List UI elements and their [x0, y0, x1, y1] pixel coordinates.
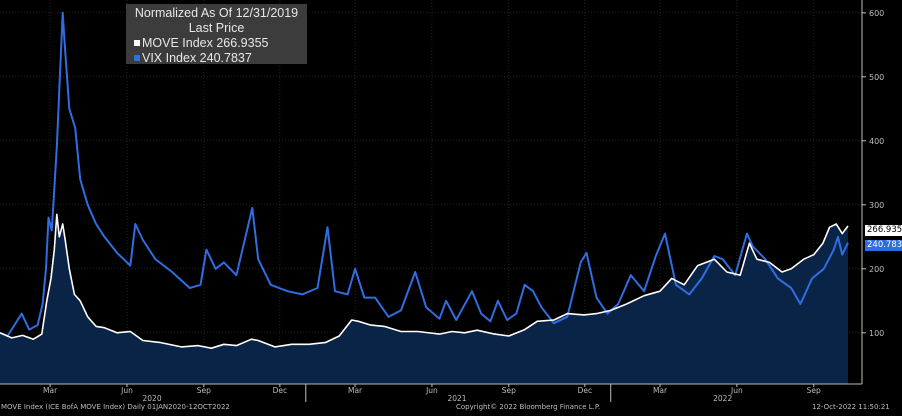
legend-title: Normalized As Of 12/31/2019	[134, 6, 299, 20]
year-label-2021: 2021	[447, 394, 466, 403]
footer-copyright: Copyright© 2022 Bloomberg Finance L.P.	[456, 403, 601, 411]
y-tick-label-200: 200	[869, 265, 884, 274]
x-tick-label-10: Sep	[807, 386, 821, 395]
move-area	[0, 214, 848, 384]
y-tick-label-400: 400	[869, 137, 884, 146]
y-tick-label-500: 500	[869, 73, 884, 82]
move-swatch	[134, 40, 140, 46]
x-tick-label-0: Mar	[43, 386, 58, 395]
legend-vix-label: VIX Index 240.7837	[142, 51, 252, 65]
footer-timestamp: 12-Oct-2022 11:50:21	[812, 403, 890, 411]
x-tick-label-1: Jun	[120, 386, 133, 395]
y-tick-label-100: 100	[869, 329, 884, 338]
move-last-value-tag: 266.9355	[865, 225, 902, 236]
vix-series-line	[0, 11, 849, 337]
move-series-line	[0, 213, 849, 349]
x-tick-label-2: Sep	[197, 386, 211, 395]
vix-last-value-tag: 240.7837	[865, 240, 902, 251]
legend-vix-entry: VIX Index 240.7837	[126, 51, 307, 66]
vix-swatch	[134, 55, 140, 61]
legend-move-label: MOVE Index 266.9355	[142, 36, 269, 50]
chart-legend: Normalized As Of 12/31/2019 Last Price M…	[126, 4, 307, 66]
legend-move-entry: MOVE Index 266.9355	[126, 36, 307, 51]
year-label-2022: 2022	[713, 394, 732, 403]
x-tick-label-4: Mar	[348, 386, 363, 395]
x-tick-label-9: Jun	[730, 386, 743, 395]
x-tick-label-6: Sep	[502, 386, 516, 395]
y-tick-label-300: 300	[869, 201, 884, 210]
x-tick-label-8: Mar	[653, 386, 668, 395]
y-tick-label-600: 600	[869, 9, 884, 18]
x-tick-label-5: Jun	[425, 386, 438, 395]
legend-subtitle: Last Price	[188, 21, 245, 35]
year-label-2020: 2020	[143, 394, 162, 403]
footer-source: MOVE Index (ICE BofA MOVE Index) Daily 0…	[1, 403, 230, 411]
x-tick-label-3: Dec	[273, 386, 288, 395]
x-tick-label-7: Dec	[578, 386, 593, 395]
